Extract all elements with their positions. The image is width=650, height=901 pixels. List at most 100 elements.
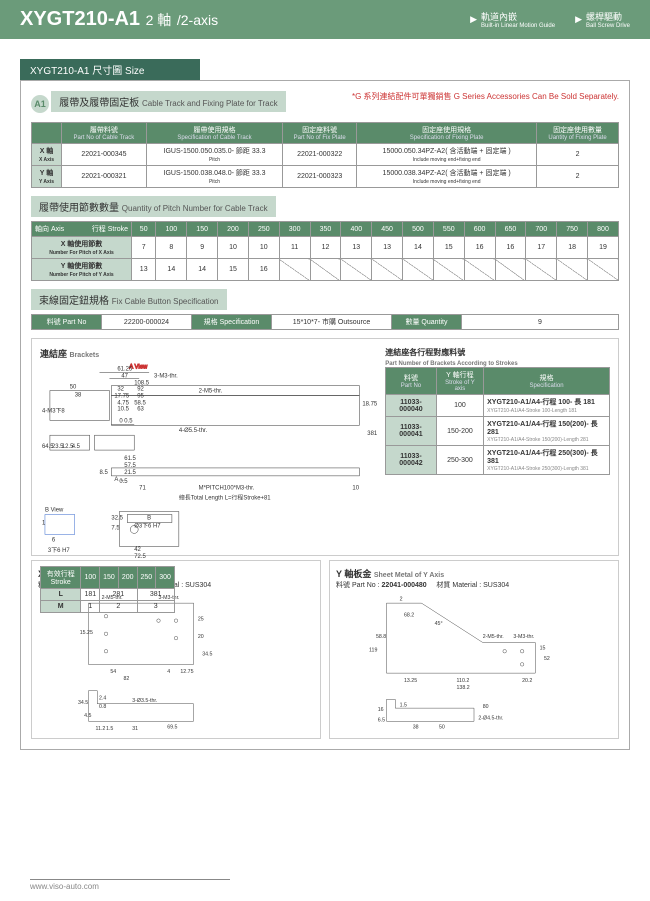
- yplate-box: Y 軸板金 Sheet Metal of Y Axis 料號 Part No :…: [329, 560, 619, 739]
- track-title-en: Cable Track and Fixing Plate for Track: [142, 99, 278, 108]
- cb-pnl: 料號 Part No: [32, 315, 102, 330]
- xd15: 1.5: [106, 726, 113, 730]
- xd11: 34.5: [202, 652, 212, 658]
- xd10: 69.5: [167, 724, 177, 730]
- th-pn: 履帶料號: [90, 127, 118, 134]
- th-fpn: 固定座料號: [302, 127, 337, 134]
- th-qty-en: Uantity of Fixing Plate: [540, 135, 615, 141]
- sm-cn: 連結座各行程對應料號: [385, 348, 465, 357]
- yp-p: 22041-000480: [382, 582, 427, 589]
- x-pn: 22021-000345: [62, 144, 147, 166]
- d30: 7.5: [111, 525, 120, 531]
- sm-en: Part Number of Brackets According to Str…: [385, 361, 517, 367]
- cb-pn: 22200-000024: [102, 315, 192, 330]
- d4: 50: [70, 385, 77, 391]
- cb-sp: 15*10*7- 市購 Outsource: [272, 315, 392, 330]
- icon1-en: Built-in Linear Motion Guide: [481, 23, 555, 29]
- d31: 42: [134, 547, 141, 553]
- cb-cn: 束線固定鈕規格: [39, 296, 109, 307]
- pitch-en: Quantity of Pitch Number for Cable Track: [122, 204, 268, 213]
- header-title: XYGT210-A1 2 軸 /2-axis: [20, 8, 218, 31]
- d6: 32: [117, 387, 124, 393]
- track-table: 履帶料號Part No of Cable Track 履帶使用規格Specifi…: [31, 122, 619, 188]
- xaxis: X 軸: [40, 148, 54, 155]
- cablebtn-title: 束線固定鈕規格 Fix Cable Button Specification: [31, 289, 227, 310]
- bview-label: B View: [45, 508, 64, 514]
- yd6: 13.25: [404, 678, 417, 684]
- d41: 總長Total Length L=行程Stroke+81: [179, 494, 271, 502]
- xd9: 12.75: [180, 669, 193, 675]
- d32: 72.5: [134, 554, 146, 560]
- d23: 21.5: [124, 470, 136, 476]
- xd17: 11.2: [96, 726, 106, 730]
- svg-text:A ←: A ←: [114, 477, 125, 483]
- icon1-cn: 軌道內嵌: [481, 10, 555, 23]
- yp-m: SUS304: [483, 582, 509, 589]
- cb-ql: 數量 Quantity: [392, 315, 462, 330]
- y-fspec-en: Include moving end+fixing end: [413, 179, 481, 185]
- cablebtn-table: 料號 Part No 22200-000024 規格 Specification…: [31, 314, 619, 330]
- yd8: 138.2: [457, 685, 470, 691]
- yd12: 15: [540, 646, 546, 652]
- d19: 4.5: [72, 444, 81, 450]
- red-note: *G 系列連結配件可單獨銷售 G Series Accessories Can …: [352, 91, 619, 102]
- yd1: 2: [400, 597, 403, 603]
- stroke-table: 有效行程 Stroke100150200250300L181281381M123: [40, 566, 175, 613]
- th-spec-en: Specification of Cable Track: [150, 135, 279, 141]
- track-row-y: Y 軸Y Axis 22021-000321 IGUS-1500.038.048…: [32, 166, 619, 188]
- xd8: 4: [167, 669, 170, 675]
- yaxis-en: Y Axis: [39, 179, 54, 185]
- pitch1: Pitch: [209, 157, 220, 163]
- d22: 8.5: [100, 470, 109, 476]
- d13: 10.5: [117, 406, 129, 412]
- yd3: 45°: [435, 621, 443, 627]
- x-spec: IGUS-1500.050.035.0- 節距 33.3: [164, 148, 266, 155]
- d8: 17.75: [114, 394, 130, 400]
- bracket-svg: A View 61.25 47 3-M3-thr. 108.5 5038 329…: [40, 360, 377, 560]
- xd2: 54: [110, 669, 116, 675]
- d35: 3下6 H7: [48, 547, 70, 554]
- yd19: 50: [439, 724, 445, 730]
- yd9: 20.2: [522, 678, 532, 684]
- d15: 4-M3下8: [42, 407, 65, 414]
- d26: 10: [352, 486, 359, 492]
- x-fspec: 15000.050.34PZ-A2( 含活動端 + 固定端 ): [383, 148, 511, 155]
- th-fspec-en: Specification of Fixing Plate: [360, 135, 533, 141]
- d7: 92: [137, 387, 144, 393]
- footer-url: www.viso-auto.com: [30, 879, 230, 891]
- yp-t: Y 軸板金: [336, 569, 371, 579]
- track-row-x: X 軸X Axis 22021-000345 IGUS-1500.050.035…: [32, 144, 619, 166]
- d20: 61.5: [124, 456, 136, 462]
- xd16: 31: [132, 726, 138, 730]
- x-qty: 2: [537, 144, 619, 166]
- xd3: 82: [124, 676, 130, 682]
- y-fspec: 15000.038.34PZ-A2( 含活動端 + 固定端 ): [383, 170, 511, 177]
- pitch2: Pitch: [209, 179, 220, 185]
- d40: M*PITCH100*M3-thr.: [199, 486, 255, 492]
- y-pn: 22021-000321: [62, 166, 147, 188]
- d37: 2-M5-thr.: [199, 389, 223, 395]
- th-spec: 履帶使用規格: [194, 127, 236, 134]
- d1: 61.25: [117, 367, 133, 373]
- brackets-area: 連結座 Brackets A View 61.25 47 3-M3-thr. 1…: [31, 338, 619, 556]
- br-cn: 連結座: [40, 349, 67, 359]
- y-spec: IGUS-1500.038.048.0- 節距 33.3: [164, 170, 266, 177]
- brackets-diagram: 連結座 Brackets A View 61.25 47 3-M3-thr. 1…: [40, 347, 377, 547]
- svg-text:B: B: [147, 516, 151, 522]
- yplate-svg: 268.2 45° 58.8119 2-M5-thr.3-M3-thr. 155…: [336, 590, 612, 730]
- yp-te: Sheet Metal of Y Axis: [374, 572, 444, 579]
- yd13: 52: [544, 656, 550, 662]
- yd4: 58.8: [376, 634, 386, 640]
- d33: 1: [42, 520, 46, 526]
- d38: 4-Ø5.5-thr.: [179, 428, 208, 434]
- stroke-map: 連結座各行程對應料號 Part Number of Brackets Accord…: [385, 347, 610, 547]
- cb-spl: 規格 Specification: [192, 315, 272, 330]
- icon2-cn: 螺桿驅動: [586, 10, 630, 23]
- d36: 3-M3-thr.: [154, 374, 178, 380]
- d5: 38: [75, 393, 82, 399]
- xd7: 20: [198, 634, 204, 640]
- yp-pl: 料號 Part No :: [336, 582, 380, 589]
- xd18: 3-Ø3.5-thr.: [132, 698, 157, 704]
- axis-en: /2-axis: [177, 12, 218, 28]
- d14: 0.5: [124, 418, 133, 424]
